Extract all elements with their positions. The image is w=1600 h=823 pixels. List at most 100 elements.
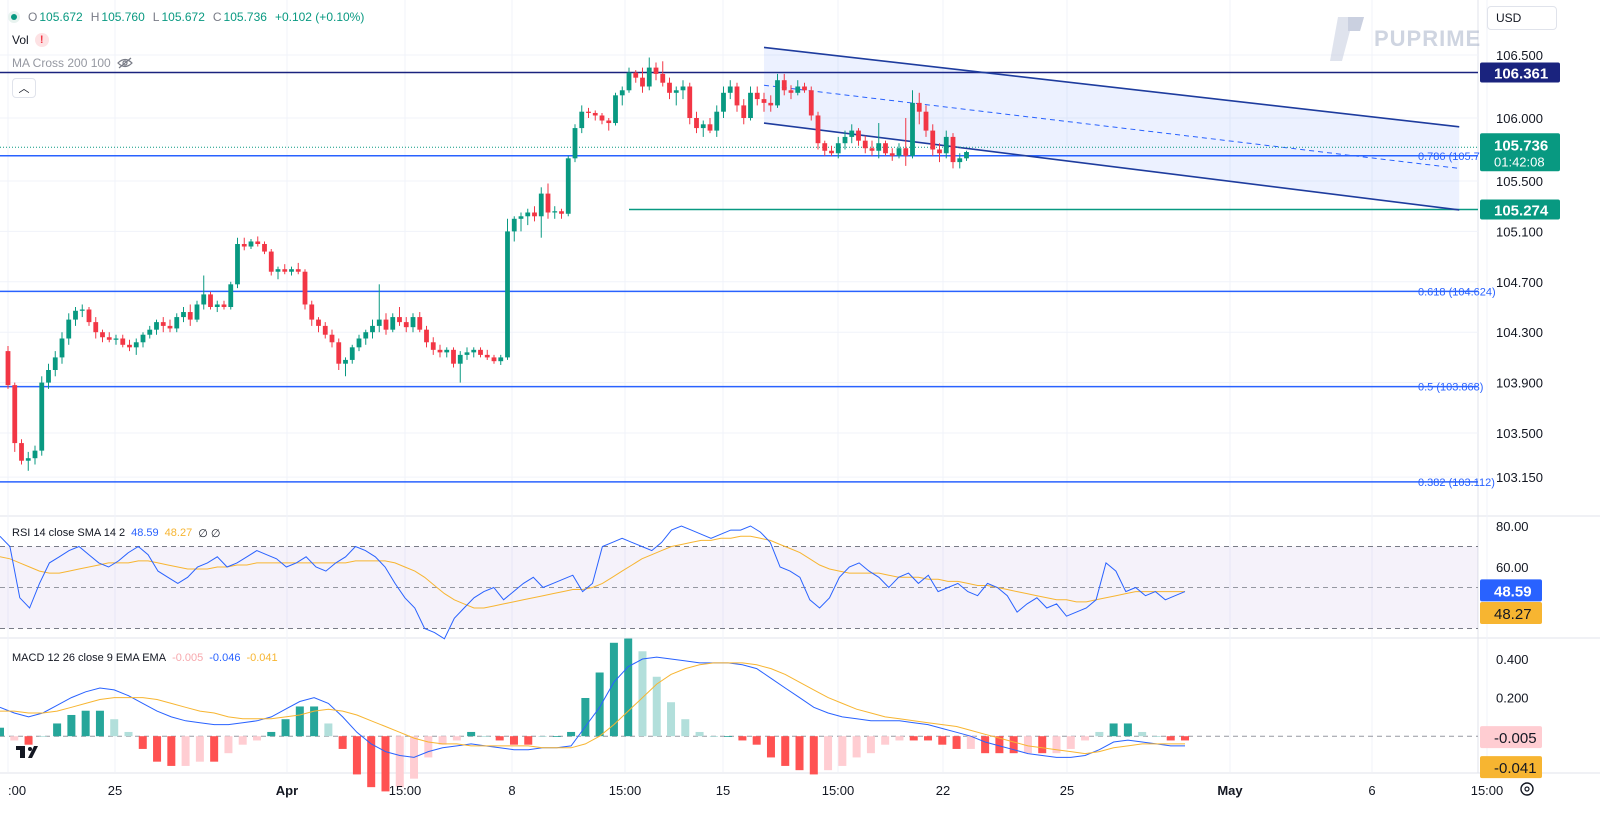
vol-legend[interactable]: Vol ! (12, 33, 49, 47)
candle[interactable] (343, 357, 348, 377)
candle[interactable] (248, 238, 254, 250)
candle[interactable] (781, 73, 787, 96)
candle[interactable] (613, 92, 618, 126)
gear-icon[interactable] (1520, 782, 1534, 796)
candle[interactable] (322, 322, 328, 339)
candle[interactable] (214, 300, 220, 313)
ma-cross-legend[interactable]: MA Cross 200 100 (12, 56, 133, 70)
candle[interactable] (721, 86, 726, 119)
candle[interactable] (822, 140, 828, 156)
candle[interactable] (73, 307, 78, 326)
candle[interactable] (633, 70, 639, 83)
candle[interactable] (471, 347, 477, 358)
candle[interactable] (579, 105, 585, 134)
candle[interactable] (741, 99, 747, 125)
candle[interactable] (282, 264, 288, 275)
price-pane[interactable]: 0.786 (105.700) 0.618 (104.624) 0.5 (103.8… (0, 46, 1496, 489)
candle[interactable] (923, 105, 929, 137)
candle[interactable] (79, 304, 85, 318)
candle[interactable] (302, 269, 308, 310)
candle[interactable] (950, 133, 956, 169)
candle[interactable] (174, 313, 180, 333)
candle[interactable] (498, 354, 504, 365)
candle[interactable] (552, 206, 558, 219)
candle[interactable] (140, 332, 146, 348)
candle[interactable] (829, 145, 834, 156)
candle[interactable] (856, 128, 861, 146)
candle[interactable] (943, 130, 949, 159)
candle[interactable] (181, 307, 186, 323)
candle[interactable] (505, 218, 510, 360)
candle[interactable] (491, 354, 497, 364)
candle[interactable] (694, 111, 699, 134)
candle[interactable] (518, 212, 524, 232)
candle[interactable] (734, 82, 740, 112)
candle[interactable] (397, 307, 402, 326)
candle[interactable] (606, 118, 612, 131)
candle[interactable] (127, 339, 132, 352)
candle[interactable] (52, 351, 58, 377)
candle[interactable] (289, 266, 294, 276)
candle[interactable] (410, 313, 416, 333)
candle[interactable] (754, 86, 760, 106)
candle[interactable] (201, 275, 207, 310)
candle[interactable] (5, 346, 11, 389)
candle[interactable] (100, 329, 105, 343)
candle[interactable] (957, 153, 963, 169)
candle[interactable] (808, 86, 814, 121)
candle[interactable] (262, 241, 267, 255)
candle[interactable] (106, 332, 112, 343)
candle[interactable] (592, 110, 598, 121)
candle[interactable] (478, 347, 483, 358)
candle[interactable] (194, 300, 200, 323)
candle[interactable] (849, 124, 855, 144)
candle[interactable] (275, 266, 281, 280)
candle[interactable] (565, 155, 571, 217)
candle[interactable] (626, 67, 632, 93)
candle[interactable] (538, 187, 544, 238)
candle[interactable] (329, 329, 335, 348)
rsi-pane[interactable] (0, 525, 1478, 640)
candle[interactable] (835, 136, 841, 159)
collapse-legend-button[interactable]: ︿ (12, 78, 36, 98)
candle[interactable] (160, 317, 166, 333)
candle[interactable] (937, 143, 942, 163)
candle[interactable] (559, 208, 564, 219)
candle[interactable] (12, 382, 18, 452)
candle[interactable] (586, 107, 591, 118)
candle[interactable] (241, 237, 247, 251)
candle[interactable] (93, 317, 99, 339)
candle[interactable] (383, 313, 389, 335)
candle[interactable] (457, 351, 463, 383)
candle[interactable] (889, 148, 895, 161)
candle[interactable] (113, 334, 119, 345)
rsi-legend[interactable]: RSI 14 close SMA 14 2 48.59 48.27 ∅ ∅ (12, 527, 220, 540)
candle[interactable] (916, 92, 922, 125)
candle[interactable] (714, 105, 720, 137)
candle[interactable] (511, 216, 517, 242)
candle[interactable] (748, 86, 753, 121)
candle[interactable] (235, 237, 240, 289)
price-axis[interactable]: 106.500 106.000 105.500 105.100 104.700 104.3… (1480, 48, 1560, 779)
candle[interactable] (673, 86, 679, 106)
candle[interactable] (707, 118, 713, 134)
candle[interactable] (59, 332, 65, 364)
candle[interactable] (910, 90, 915, 159)
candle[interactable] (464, 347, 470, 360)
candle[interactable] (599, 112, 605, 125)
candle[interactable] (444, 347, 450, 358)
candle[interactable] (417, 312, 423, 333)
candle[interactable] (930, 124, 936, 156)
candle[interactable] (727, 80, 733, 100)
hidden-eye-icon[interactable] (116, 57, 133, 69)
candle[interactable] (295, 262, 301, 275)
candle[interactable] (403, 317, 409, 333)
candle[interactable] (86, 307, 92, 326)
candle[interactable] (221, 300, 227, 310)
candle[interactable] (255, 236, 261, 247)
candle[interactable] (640, 67, 645, 93)
candle[interactable] (187, 304, 193, 326)
candle[interactable] (788, 85, 794, 100)
candle[interactable] (133, 338, 139, 355)
candle[interactable] (370, 319, 375, 339)
